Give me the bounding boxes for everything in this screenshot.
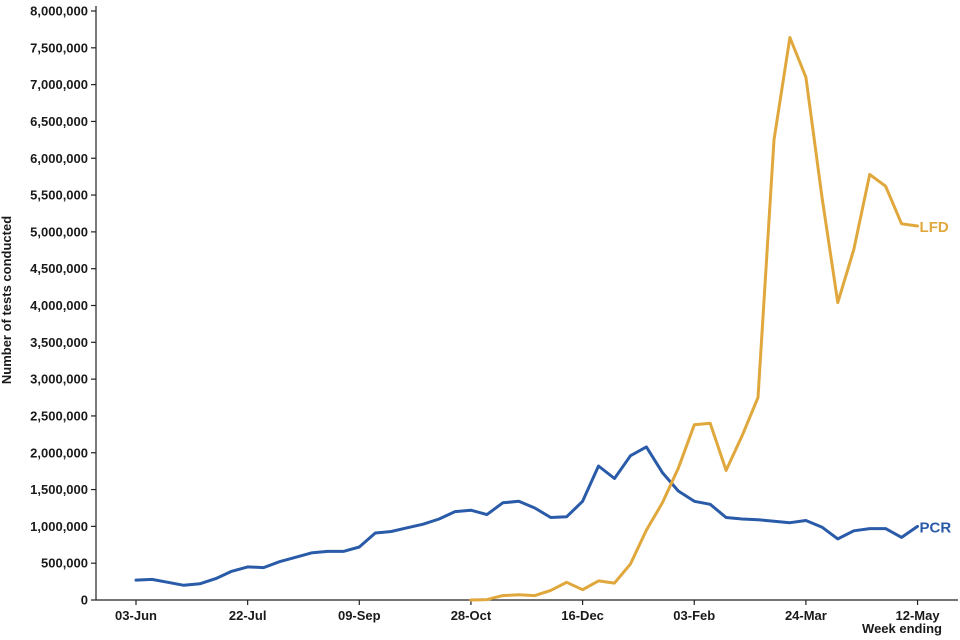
x-tick-label: 28-Oct xyxy=(451,608,492,623)
y-tick-label: 2,000,000 xyxy=(30,445,88,460)
y-axis-title: Number of tests conducted xyxy=(0,216,14,384)
x-tick-label: 22-Jul xyxy=(229,608,267,623)
series-line-pcr xyxy=(134,445,919,587)
y-tick-label: 4,000,000 xyxy=(30,298,88,313)
y-tick-label: 500,000 xyxy=(41,556,88,571)
series-lines xyxy=(134,36,919,602)
series-label-pcr: PCR xyxy=(920,519,952,536)
x-tick-label: 16-Dec xyxy=(561,608,604,623)
series-labels: PCR LFD xyxy=(920,219,952,536)
y-tick-label: 7,000,000 xyxy=(30,77,88,92)
y-tick-label: 4,500,000 xyxy=(30,261,88,276)
y-tick-label: 7,500,000 xyxy=(30,40,88,55)
y-tick-label: 2,500,000 xyxy=(30,408,88,423)
y-tick-label: 3,000,000 xyxy=(30,372,88,387)
x-tick-label: 03-Jun xyxy=(115,608,157,623)
y-axis-ticks: 0 500,000 1,000,000 1,500,000 2,000,000 2,500… xyxy=(30,4,96,608)
y-tick-label: 5,000,000 xyxy=(30,224,88,239)
y-tick-label: 1,000,000 xyxy=(30,519,88,534)
y-tick-label: 1,500,000 xyxy=(30,482,88,497)
x-tick-label: 12-May xyxy=(896,608,941,623)
x-tick-label: 03-Feb xyxy=(673,608,715,623)
x-axis-title: Week ending xyxy=(862,621,942,636)
y-tick-label: 8,000,000 xyxy=(30,4,88,19)
y-tick-label: 6,000,000 xyxy=(30,151,88,166)
y-tick-label: 3,500,000 xyxy=(30,335,88,350)
series-line-lfd xyxy=(469,36,919,602)
y-tick-label: 5,500,000 xyxy=(30,188,88,203)
x-axis-ticks: 03-Jun 22-Jul 09-Sep 28-Oct 16-Dec 03-Feb 24-M… xyxy=(115,600,940,623)
y-tick-label: 6,500,000 xyxy=(30,114,88,129)
series-label-lfd: LFD xyxy=(920,219,949,236)
x-tick-label: 24-Mar xyxy=(785,608,827,623)
x-tick-label: 09-Sep xyxy=(338,608,381,623)
y-tick-label: 0 xyxy=(81,593,88,608)
